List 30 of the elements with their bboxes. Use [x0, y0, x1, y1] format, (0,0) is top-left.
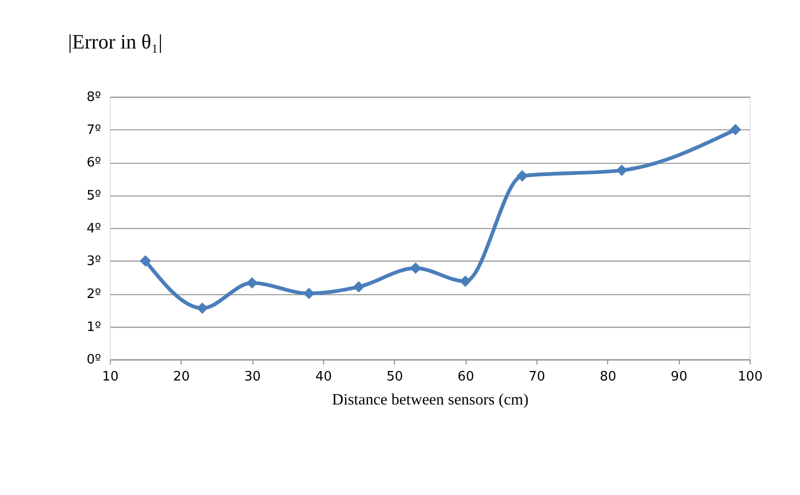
- x-axis-title: Distance between sensors (cm): [332, 392, 528, 409]
- x-tick-label: 20: [173, 369, 190, 384]
- y-tick-label: 7º: [86, 122, 102, 138]
- point: [516, 170, 528, 182]
- x-tick-label: 100: [738, 369, 763, 384]
- point: [246, 277, 258, 289]
- point: [140, 255, 152, 267]
- y-tick-label: 0º: [86, 352, 102, 368]
- chart-title: |Error in θ₁|: [68, 31, 162, 54]
- y-tick-label: 2º: [86, 286, 102, 302]
- point: [616, 164, 628, 176]
- y-tick-label: 8º: [86, 90, 102, 105]
- y-tick-label: 6º: [86, 156, 102, 171]
- x-tick-label: 80: [600, 369, 616, 384]
- point: [730, 124, 742, 136]
- x-tick-label: 90: [670, 369, 688, 384]
- point: [353, 281, 364, 293]
- y-tick-label: 5º: [86, 188, 102, 204]
- point: [196, 302, 208, 314]
- x-tick-label: 50: [386, 369, 404, 384]
- point: [460, 276, 472, 287]
- y-tick-label: 4º: [86, 221, 102, 236]
- x-tick-label: 40: [315, 369, 332, 384]
- x-tick-label: 70: [528, 369, 546, 384]
- x-tick-label: 10: [102, 369, 119, 384]
- x-tick-label: 60: [458, 369, 474, 384]
- x-tick-label: 30: [244, 369, 261, 384]
- point: [410, 262, 422, 274]
- y-tick-label: 1º: [86, 320, 102, 335]
- y-tick-label: 3º: [86, 254, 102, 270]
